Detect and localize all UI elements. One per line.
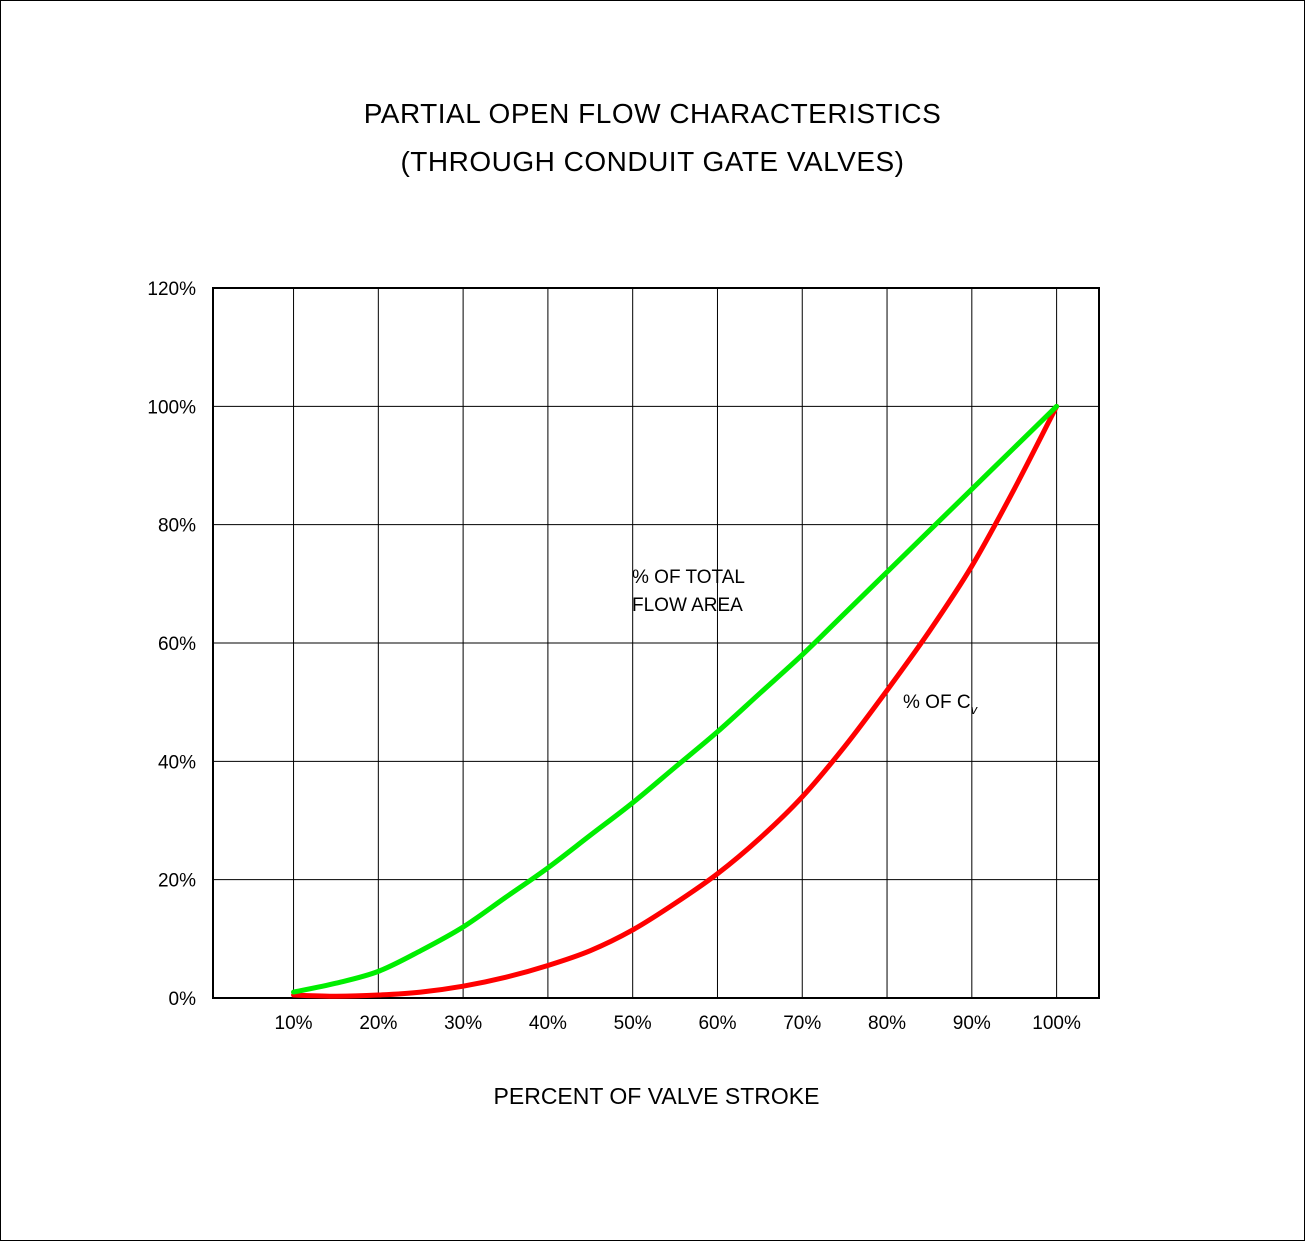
x-tick-label: 30% [444, 1013, 482, 1034]
x-tick-label: 40% [529, 1013, 567, 1034]
x-tick-label: 100% [1032, 1013, 1081, 1034]
x-tick-label: 20% [359, 1013, 397, 1034]
x-tick-label: 80% [868, 1013, 906, 1034]
x-tick-label: 90% [953, 1013, 991, 1034]
x-tick-label: 70% [783, 1013, 821, 1034]
y-tick-label: 80% [158, 516, 196, 537]
x-axis-label: PERCENT OF VALVE STROKE [493, 1083, 820, 1109]
total-flow-area-label-line2: FLOW AREA [632, 595, 743, 616]
plot-border [212, 287, 1100, 999]
y-tick-label: 120% [147, 279, 196, 300]
cv-line [291, 403, 1060, 999]
y-tick-label: 40% [158, 752, 196, 773]
x-tick-label: 50% [614, 1013, 652, 1034]
x-tick-label: 10% [275, 1013, 313, 1034]
y-tick-label: 0% [169, 989, 197, 1010]
chart-subtitle: (THROUGH CONDUIT GATE VALVES) [400, 146, 905, 177]
cv-label: % OF Cv [903, 692, 979, 717]
total-flow-area-line [291, 403, 1060, 995]
y-tick-label: 100% [147, 397, 196, 418]
y-tick-label: 20% [158, 871, 196, 892]
total-flow-area-label-line1: % OF TOTAL [632, 567, 745, 588]
x-tick-label: 60% [698, 1013, 736, 1034]
chart-title: PARTIAL OPEN FLOW CHARACTERISTICS [363, 98, 942, 129]
y-tick-label: 60% [158, 634, 196, 655]
